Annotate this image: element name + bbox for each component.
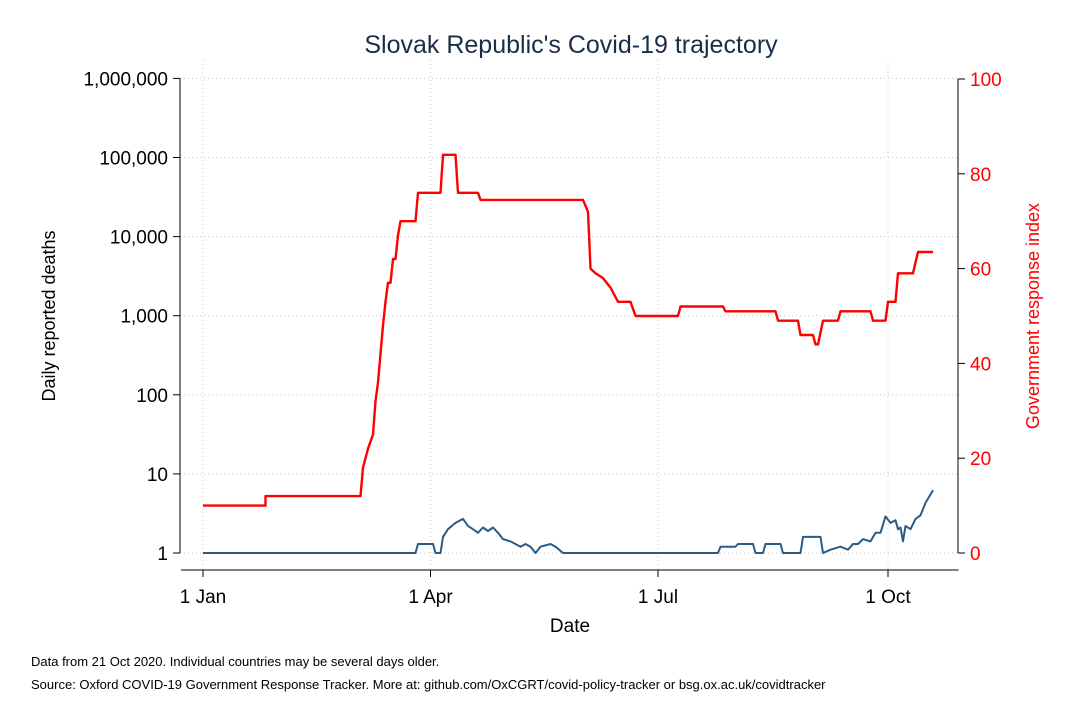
x-tick-label: 1 Jan <box>180 587 226 608</box>
y-left-tick-label: 10,000 <box>110 228 168 249</box>
deaths-series-line <box>203 489 934 554</box>
y-left-tick-label: 1,000 <box>120 307 168 328</box>
y-left-tick-label: 10 <box>147 465 168 486</box>
grid-lines <box>180 60 958 570</box>
y-right-tick-label: 60 <box>970 260 991 281</box>
y-left-tick-label: 100 <box>136 386 168 407</box>
x-tick-label: 1 Apr <box>408 587 453 608</box>
series-layer <box>203 153 934 554</box>
y-left-tick-label: 1,000,000 <box>83 69 168 90</box>
y-right-axis-label: Government response index <box>1023 203 1043 429</box>
axes: 1 10 100 1,000 10,000 100,000 1,000,000 0 20 40 60… <box>83 69 1001 608</box>
response-index-series-line <box>203 153 933 507</box>
x-axis-label: Date <box>550 616 590 637</box>
y-left-tick-label: 100,000 <box>99 149 168 170</box>
y-left-axis-label: Daily reported deaths <box>39 230 59 401</box>
y-right-tick-label: 40 <box>970 354 991 375</box>
y-right-tick-label: 100 <box>970 70 1002 91</box>
y-right-tick-label: 0 <box>970 544 981 565</box>
data-date-note: Data from 21 Oct 2020. Individual countr… <box>31 654 440 669</box>
y-right-tick-label: 20 <box>970 449 991 470</box>
x-tick-label: 1 Jul <box>638 587 678 608</box>
chart-title: Slovak Republic's Covid-19 trajectory <box>364 31 778 59</box>
source-note: Source: Oxford COVID-19 Government Respo… <box>31 677 826 692</box>
x-tick-label: 1 Oct <box>865 587 911 608</box>
trajectory-chart: Slovak Republic's Covid-19 trajectory 11… <box>39 31 1043 637</box>
y-right-tick-label: 80 <box>970 165 991 186</box>
y-left-tick-label: 1 <box>157 544 168 565</box>
